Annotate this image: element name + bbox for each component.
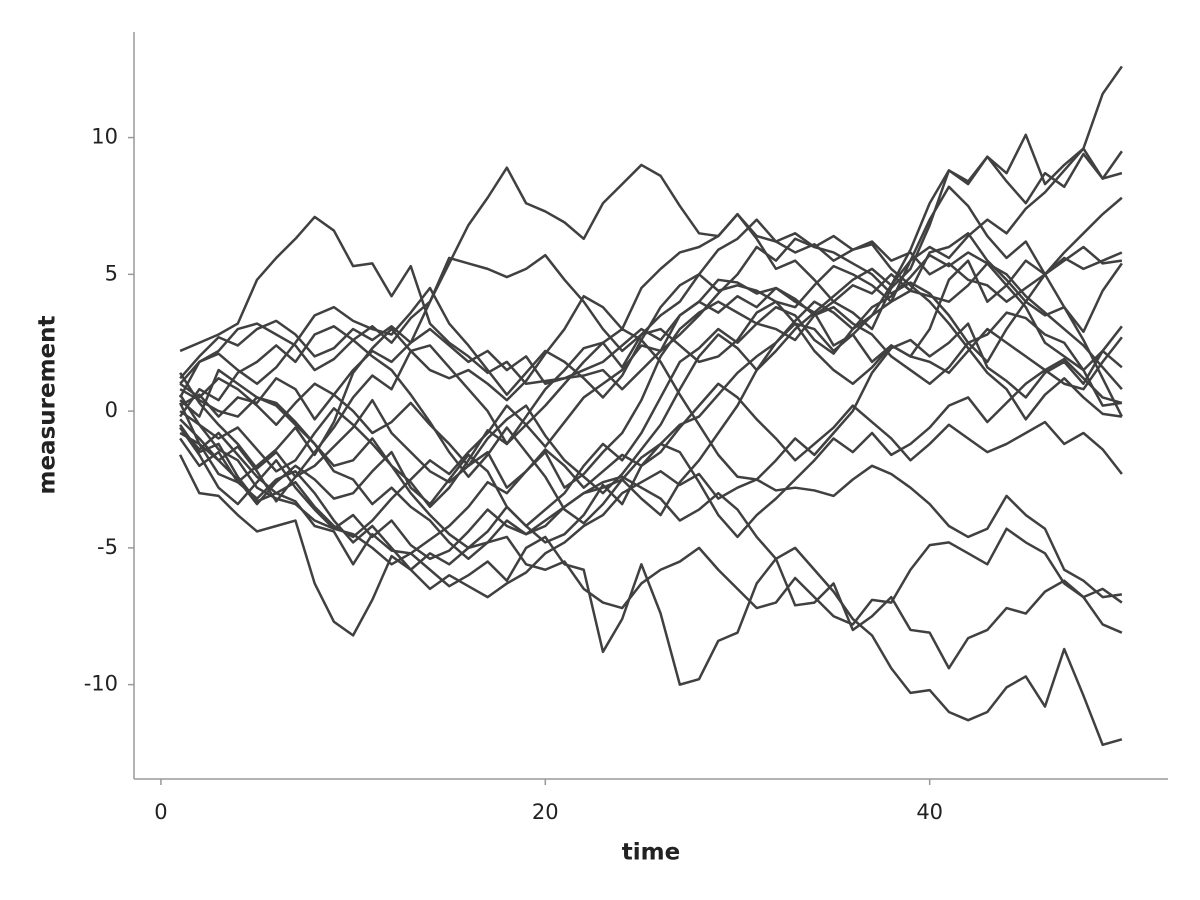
series-line bbox=[179, 382, 1123, 550]
y-axis-label: measurement bbox=[35, 315, 61, 494]
y-tick-label: 0 bbox=[105, 398, 118, 422]
x-tick-label: 20 bbox=[532, 800, 559, 824]
x-axis-label: time bbox=[622, 840, 680, 866]
series-line bbox=[179, 150, 1123, 399]
series-line bbox=[179, 322, 1123, 561]
x-tick-label: 0 bbox=[154, 800, 167, 824]
series-line bbox=[179, 251, 1123, 528]
x-tick-label: 40 bbox=[916, 800, 943, 824]
series-line bbox=[179, 232, 1123, 489]
series-line bbox=[179, 133, 1123, 495]
series-line bbox=[179, 196, 1123, 484]
series-line bbox=[179, 424, 1123, 686]
y-tick-label: 10 bbox=[91, 125, 118, 149]
series-line bbox=[179, 262, 1123, 525]
y-tick-label: 5 bbox=[105, 261, 118, 285]
y-tick-label: -5 bbox=[97, 535, 118, 559]
series-line bbox=[179, 215, 1123, 391]
series-line bbox=[179, 278, 1123, 539]
series-line bbox=[179, 437, 1123, 599]
series-line bbox=[179, 65, 1123, 427]
series-line bbox=[178, 259, 1123, 503]
series-line bbox=[179, 454, 1123, 637]
series-line bbox=[179, 185, 1123, 418]
y-tick-label: -10 bbox=[84, 672, 118, 696]
series-line bbox=[179, 322, 1123, 509]
series-line bbox=[179, 357, 1123, 566]
